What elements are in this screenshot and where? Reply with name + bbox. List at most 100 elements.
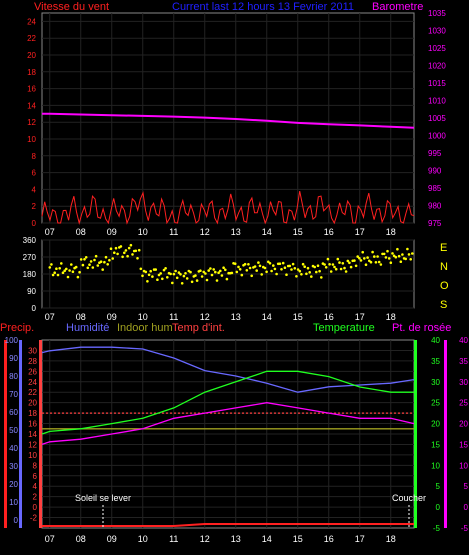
direction-point xyxy=(70,263,73,266)
direction-point xyxy=(379,263,383,266)
humidity-axis-bar xyxy=(19,340,22,528)
direction-point xyxy=(93,258,96,262)
direction-point xyxy=(320,276,323,279)
direction-point xyxy=(113,251,116,254)
direction-point xyxy=(315,270,318,274)
direction-point xyxy=(205,278,209,282)
direction-point xyxy=(139,267,143,271)
direction-point xyxy=(88,263,91,267)
dewpoint-right-tick: 20 xyxy=(459,420,468,429)
direction-point xyxy=(389,261,393,265)
direction-point xyxy=(175,276,179,280)
direction-point xyxy=(278,262,282,266)
direction-point xyxy=(356,255,360,258)
panel3-x-tick: 16 xyxy=(324,534,334,544)
barometer-line xyxy=(42,112,415,129)
direction-point xyxy=(273,267,277,271)
direction-point xyxy=(109,247,113,250)
baro-axis-tick: 1015 xyxy=(428,79,446,88)
panel3-x-tick: 14 xyxy=(262,534,272,544)
direction-point xyxy=(238,268,242,271)
direction-point xyxy=(313,265,317,269)
direction-point xyxy=(83,258,86,261)
panel2-x-tick: 09 xyxy=(107,312,117,322)
direction-point xyxy=(354,264,358,268)
direction-point xyxy=(349,265,353,269)
temp-axis-tick: 20 xyxy=(28,399,37,408)
direction-point xyxy=(358,257,361,260)
indoor-temp-label: Temp d'int. xyxy=(172,322,225,334)
direction-axis-tick: 360 xyxy=(23,236,37,245)
direction-point xyxy=(308,271,312,274)
direction-point xyxy=(303,265,307,269)
direction-point xyxy=(310,275,313,278)
direction-point xyxy=(281,261,285,265)
direction-point xyxy=(348,261,351,265)
direction-point xyxy=(298,269,302,273)
compass-label-o: O xyxy=(440,280,449,292)
direction-point xyxy=(146,280,149,283)
direction-point xyxy=(116,252,119,256)
direction-point xyxy=(65,267,68,271)
direction-point xyxy=(56,273,60,277)
dewpoint-line xyxy=(41,402,415,446)
temperature-axis-bar xyxy=(414,340,417,528)
direction-point xyxy=(207,269,210,272)
sunrise-label: Soleil se lever xyxy=(75,493,131,503)
direction-point xyxy=(225,277,229,281)
temp-axis-tick: 0 xyxy=(33,503,38,512)
direction-point xyxy=(253,265,257,268)
wind-axis-tick: 20 xyxy=(27,51,36,60)
direction-point xyxy=(134,249,138,253)
direction-point xyxy=(270,269,273,273)
temp-axis-tick: 30 xyxy=(28,346,37,355)
direction-point xyxy=(300,273,303,276)
baro-axis-tick: 995 xyxy=(428,149,442,158)
direction-point xyxy=(202,270,205,274)
panel3-x-tick: 13 xyxy=(231,534,241,544)
direction-point xyxy=(157,273,161,277)
direction-point xyxy=(346,259,350,263)
direction-point xyxy=(123,251,126,255)
temp-axis-tick: 18 xyxy=(28,409,37,418)
direction-point xyxy=(359,259,363,262)
panel2-x-tick: 07 xyxy=(45,312,55,322)
direction-point xyxy=(78,270,81,274)
temperature-right-tick: 15 xyxy=(431,440,440,449)
panel3-x-tick: 17 xyxy=(355,534,365,544)
wind-speed-title: Vitesse du vent xyxy=(34,1,109,13)
direction-point xyxy=(386,249,389,253)
direction-point xyxy=(147,273,151,277)
direction-point xyxy=(285,273,288,277)
direction-point xyxy=(333,265,336,269)
baro-axis-tick: 1000 xyxy=(428,132,446,141)
direction-point xyxy=(407,253,411,256)
direction-point xyxy=(58,267,61,270)
panel2-x-tick: 17 xyxy=(355,312,365,322)
direction-point xyxy=(129,243,133,247)
wind-axis-tick: 6 xyxy=(32,169,37,178)
direction-point xyxy=(121,255,124,259)
direction-point xyxy=(336,257,340,261)
direction-point xyxy=(237,265,240,269)
direction-point xyxy=(136,257,139,260)
wind-axis-tick: 10 xyxy=(27,135,36,144)
direction-point xyxy=(245,269,249,272)
direction-point xyxy=(384,256,388,259)
temperature-right-tick: 35 xyxy=(431,357,440,366)
precip-axis-bar xyxy=(4,340,7,528)
direction-point xyxy=(91,266,95,269)
temperature-right-tick: -5 xyxy=(433,524,441,533)
direction-point xyxy=(265,270,268,274)
direction-point xyxy=(61,271,65,275)
direction-point xyxy=(217,271,220,275)
wind-axis-tick: 14 xyxy=(27,101,36,110)
baro-axis-tick: 1030 xyxy=(428,27,446,36)
direction-point xyxy=(318,269,321,273)
direction-point xyxy=(106,263,109,266)
direction-point xyxy=(295,275,298,278)
panel1-x-tick: 17 xyxy=(355,227,365,237)
direction-point xyxy=(328,263,331,266)
panel2-x-tick: 10 xyxy=(138,312,148,322)
direction-point xyxy=(339,267,343,271)
